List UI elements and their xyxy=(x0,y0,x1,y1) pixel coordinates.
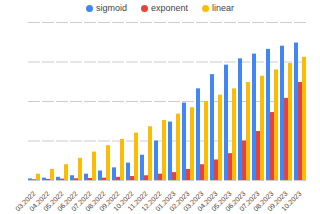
svg-text:02.2023: 02.2023 xyxy=(167,189,191,213)
svg-text:06.2023: 06.2023 xyxy=(223,189,247,213)
svg-text:09.2023: 09.2023 xyxy=(265,189,289,213)
svg-text:07.2023: 07.2023 xyxy=(237,189,261,213)
svg-text:06.2022: 06.2022 xyxy=(55,189,79,213)
svg-text:08.2022: 08.2022 xyxy=(83,189,107,213)
svg-text:05.2023: 05.2023 xyxy=(209,189,233,213)
svg-text:11.2022: 11.2022 xyxy=(126,189,149,213)
html-text:sigmoid: sigmoid xyxy=(96,3,127,13)
svg-text:04.2023: 04.2023 xyxy=(195,189,219,213)
svg-text:05.2022: 05.2022 xyxy=(41,189,65,213)
svg-text:07.2022: 07.2022 xyxy=(69,189,93,213)
svg-text:03.2022: 03.2022 xyxy=(13,189,37,213)
svg-text:12.2022: 12.2022 xyxy=(139,189,163,213)
svg-text:10.2022: 10.2022 xyxy=(111,189,135,213)
svg-text:09.2022: 09.2022 xyxy=(97,189,121,213)
svg-text:04.2022: 04.2022 xyxy=(27,189,51,213)
svg-text:08.2023: 08.2023 xyxy=(251,189,275,213)
svg-text:03.2023: 03.2023 xyxy=(181,189,205,213)
html-text:exponent: exponent xyxy=(151,3,188,13)
svg-text:10.2023: 10.2023 xyxy=(280,190,303,213)
html-text:linear: linear xyxy=(212,3,234,13)
svg-text:01.2023: 01.2023 xyxy=(153,189,177,213)
